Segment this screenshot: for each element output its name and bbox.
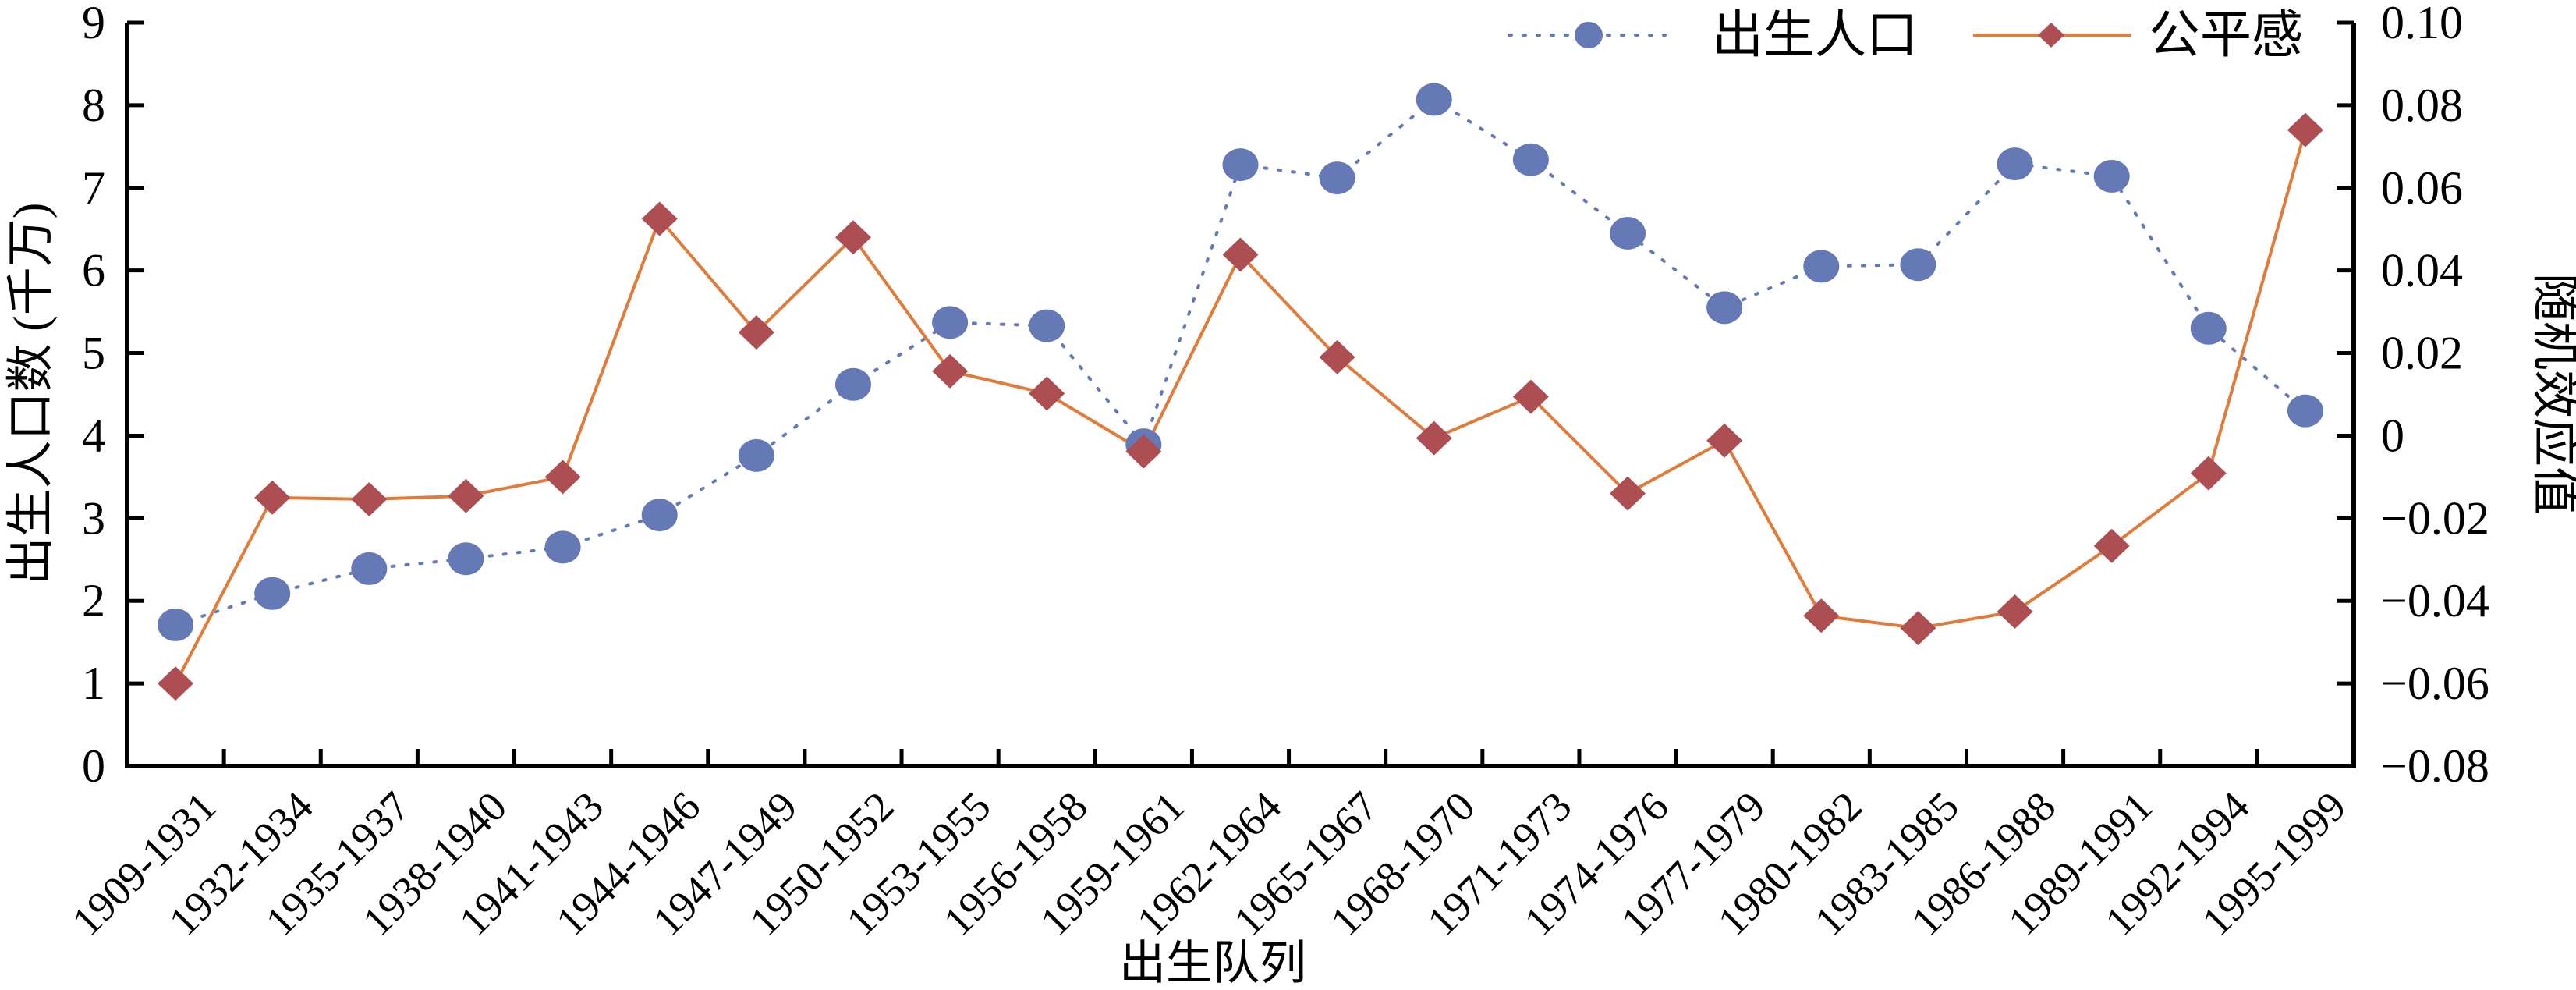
y-axis-title-left: 出生人口数 (千万): [5, 203, 58, 586]
data-point-birth-population: [1512, 143, 1549, 176]
data-point-birth-population: [1029, 309, 1065, 342]
y-right-tick-label: −0.02: [2381, 492, 2489, 544]
y-axis-title-right: 随机效应值: [2528, 273, 2576, 515]
y-right-tick-label: −0.06: [2381, 658, 2489, 709]
data-point-birth-population: [2287, 394, 2323, 428]
data-point-birth-population: [1416, 83, 1452, 116]
data-point-fairness: [1900, 611, 1936, 646]
y-right-tick-label: −0.08: [2381, 740, 2489, 792]
y-right-tick-label: 0.10: [2381, 0, 2463, 48]
data-point-fairness: [2287, 112, 2323, 147]
y-left-tick-label: 0: [82, 740, 105, 792]
data-point-fairness: [1803, 598, 1840, 633]
data-point-birth-population: [1803, 250, 1840, 283]
data-point-birth-population: [1222, 148, 1259, 182]
y-left-tick-label: 4: [82, 410, 105, 461]
data-point-fairness: [834, 220, 871, 255]
data-point-fairness: [1610, 476, 1646, 511]
y-right-tick-label: 0.08: [2381, 80, 2463, 131]
legend-label-birth-population: 出生人口: [1712, 7, 1918, 64]
x-axis-title: 出生队列: [1119, 938, 1306, 989]
data-point-fairness: [544, 460, 581, 495]
data-point-fairness: [158, 666, 194, 701]
y-left-tick-label: 7: [82, 162, 105, 214]
data-point-birth-population: [1706, 291, 1743, 325]
y-right-tick-label: 0.02: [2381, 328, 2463, 379]
data-point-birth-population: [1610, 217, 1646, 250]
y-left-tick-label: 3: [82, 492, 105, 544]
y-right-tick-label: 0.06: [2381, 162, 2463, 214]
data-point-fairness: [448, 478, 484, 513]
axes: 0 1 2 3 4 5 6 7 8 9 −0.08 −0.06 −0.04 −0.02 0 0.02 0.04 0…: [63, 0, 2489, 945]
y-left-tick-label: 9: [82, 0, 105, 48]
data-point-fairness: [1512, 379, 1549, 414]
data-point-fairness: [2093, 528, 2130, 563]
data-point-birth-population: [2190, 311, 2227, 345]
series-markers: [158, 83, 2323, 701]
legend-marker-circle: [1575, 22, 1603, 48]
data-point-fairness: [2190, 456, 2227, 491]
legend: 出生人口 公平感: [1508, 7, 2303, 64]
data-point-birth-population: [448, 542, 484, 576]
data-point-birth-population: [834, 367, 871, 401]
y-left-tick-label: 5: [82, 328, 105, 379]
series-line-fairness: [174, 130, 2307, 685]
data-point-birth-population: [351, 552, 388, 585]
data-point-birth-population: [738, 438, 774, 472]
y-right-tick-label: 0: [2381, 410, 2404, 461]
axis-frame: [125, 23, 2356, 768]
data-point-fairness: [351, 481, 388, 516]
data-point-fairness: [641, 201, 678, 236]
y-left-tick-label: 2: [82, 575, 105, 626]
data-point-fairness: [1125, 434, 1162, 469]
y-left-tick-label: 6: [82, 245, 105, 296]
data-point-fairness: [932, 353, 969, 389]
data-point-birth-population: [254, 577, 291, 610]
data-point-fairness: [1706, 423, 1743, 458]
data-point-birth-population: [1319, 161, 1355, 195]
data-point-birth-population: [1900, 248, 1936, 282]
data-point-birth-population: [544, 530, 581, 564]
data-point-fairness: [1029, 376, 1065, 411]
data-point-birth-population: [2093, 159, 2130, 193]
legend-label-fairness: 公平感: [2149, 7, 2303, 64]
data-point-birth-population: [932, 306, 969, 339]
data-point-fairness: [738, 315, 774, 350]
data-point-fairness: [254, 480, 291, 515]
data-point-birth-population: [158, 608, 194, 641]
y-right-tick-label: −0.04: [2381, 575, 2489, 626]
data-point-fairness: [1416, 420, 1452, 456]
y-left-tick-label: 8: [82, 80, 105, 131]
data-point-fairness: [1319, 339, 1355, 374]
y-right-tick-label: 0.04: [2381, 245, 2463, 296]
y-left-tick-label: 1: [82, 658, 105, 709]
data-point-fairness: [1222, 237, 1259, 272]
data-point-birth-population: [1997, 147, 2033, 181]
series-lines: [174, 98, 2307, 685]
legend-marker-diamond: [2038, 23, 2064, 48]
data-point-birth-population: [641, 499, 678, 532]
data-point-fairness: [1997, 594, 2033, 629]
